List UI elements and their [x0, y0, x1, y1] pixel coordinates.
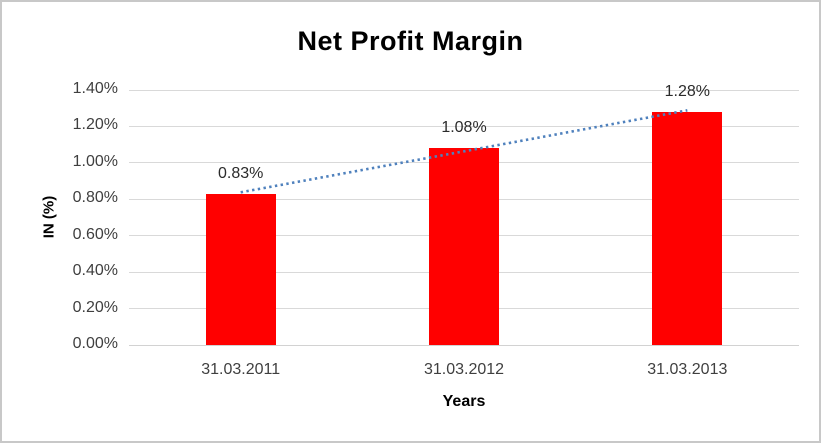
bar-31.03.2011: [205, 193, 276, 345]
x-tick-label: 31.03.2011: [201, 361, 281, 378]
y-tick-label: 1.40%: [72, 80, 118, 97]
data-label: 0.83%: [217, 164, 264, 182]
y-tick-label: 0.40%: [72, 262, 118, 280]
x-axis-line: [129, 344, 799, 346]
data-label: 1.28%: [664, 82, 711, 100]
x-axis-title: Years: [442, 393, 486, 410]
gridline: [129, 89, 799, 91]
y-tick-label: 0.80%: [72, 189, 118, 207]
y-tick-label: 0.60%: [72, 225, 118, 243]
bar-31.03.2012: [429, 148, 499, 345]
x-tick-label: 31.03.2012: [423, 361, 505, 378]
y-tick-label: 0.00%: [72, 335, 118, 352]
y-tick-label: 0.20%: [72, 298, 118, 316]
y-tick-label: 1.00%: [72, 152, 118, 170]
x-tick-label: 31.03.2013: [647, 361, 728, 378]
data-label: 1.08%: [441, 119, 487, 137]
y-tick-label: 1.20%: [72, 116, 118, 134]
bar-31.03.2013: [652, 111, 723, 345]
plot-area: 0.83% 1.08% 1.28%: [129, 83, 799, 346]
chart-title: Net Profit Margin: [297, 26, 524, 56]
